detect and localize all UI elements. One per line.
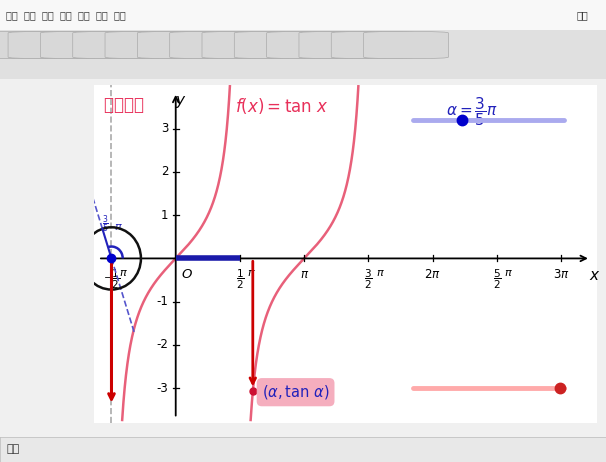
Text: 2: 2 xyxy=(161,165,168,178)
FancyBboxPatch shape xyxy=(267,31,351,59)
Text: $\dfrac{5}{2}$: $\dfrac{5}{2}$ xyxy=(493,268,501,291)
FancyBboxPatch shape xyxy=(170,31,255,59)
FancyBboxPatch shape xyxy=(0,31,61,59)
Text: 正切函数: 正切函数 xyxy=(104,96,149,114)
FancyBboxPatch shape xyxy=(8,31,93,59)
Text: $\alpha = \dfrac{3}{5}\pi$: $\alpha = \dfrac{3}{5}\pi$ xyxy=(446,96,498,128)
Text: $3\pi$: $3\pi$ xyxy=(553,268,570,281)
FancyBboxPatch shape xyxy=(73,31,158,59)
Text: -3: -3 xyxy=(156,382,168,395)
FancyBboxPatch shape xyxy=(299,31,384,59)
Text: -1: -1 xyxy=(156,295,168,308)
Text: 文件  编辑  视图  选项  工具  窗口  帮助: 文件 编辑 视图 选项 工具 窗口 帮助 xyxy=(6,10,126,20)
FancyBboxPatch shape xyxy=(331,31,416,59)
Text: $\pi$: $\pi$ xyxy=(119,268,128,278)
Text: $\pi$: $\pi$ xyxy=(504,268,513,278)
FancyBboxPatch shape xyxy=(202,31,287,59)
Text: 1: 1 xyxy=(161,209,168,222)
Text: $x$: $x$ xyxy=(589,268,601,283)
Text: 3: 3 xyxy=(161,122,168,135)
Text: $y$: $y$ xyxy=(175,94,187,110)
FancyBboxPatch shape xyxy=(105,31,190,59)
Text: $(\alpha,\tan\,\alpha)$: $(\alpha,\tan\,\alpha)$ xyxy=(262,383,330,401)
Text: $\pi$: $\pi$ xyxy=(376,268,385,278)
Text: $\pi$: $\pi$ xyxy=(247,268,256,278)
Text: $-\dfrac{1}{2}$: $-\dfrac{1}{2}$ xyxy=(103,268,120,291)
Text: $\pi$: $\pi$ xyxy=(299,268,309,281)
Text: $f(x) = \tan\, x$: $f(x) = \tan\, x$ xyxy=(235,96,328,116)
Text: $2\pi$: $2\pi$ xyxy=(424,268,441,281)
Text: $\pi$: $\pi$ xyxy=(113,222,122,231)
Text: $\dfrac{3}{2}$: $\dfrac{3}{2}$ xyxy=(364,268,373,291)
Text: $\frac{3}{5}$: $\frac{3}{5}$ xyxy=(102,213,110,235)
FancyBboxPatch shape xyxy=(41,31,125,59)
Text: $\dfrac{1}{2}$: $\dfrac{1}{2}$ xyxy=(236,268,244,291)
FancyBboxPatch shape xyxy=(235,31,319,59)
FancyBboxPatch shape xyxy=(138,31,222,59)
Text: 输入: 输入 xyxy=(6,444,19,454)
Text: 音量: 音量 xyxy=(576,10,588,20)
Text: $O$: $O$ xyxy=(181,268,193,281)
Text: -2: -2 xyxy=(156,338,168,352)
FancyBboxPatch shape xyxy=(364,31,448,59)
